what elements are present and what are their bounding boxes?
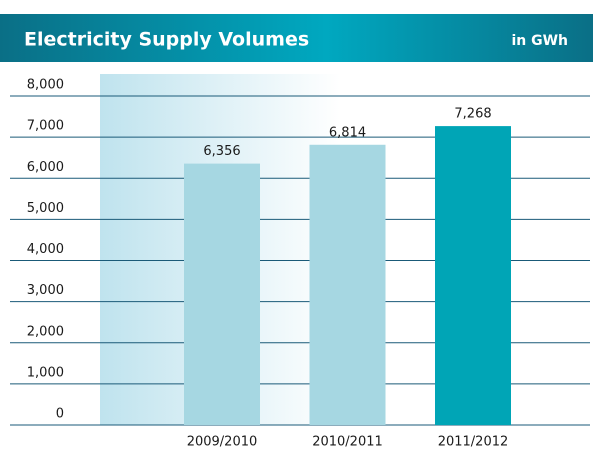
- y-tick-label: 3,000: [27, 283, 64, 298]
- unit-label: in GWh: [511, 33, 568, 49]
- y-tick-label: 4,000: [27, 242, 64, 257]
- y-tick-label: 6,000: [27, 160, 64, 175]
- y-tick-label: 8,000: [27, 78, 64, 93]
- y-tick-label: 2,000: [27, 324, 64, 339]
- chart-title: Electricity Supply Volumes: [24, 29, 309, 51]
- bar: [435, 126, 511, 425]
- x-tick-label: 2010/2011: [312, 435, 383, 450]
- y-tick-label: 7,000: [27, 119, 64, 134]
- bar: [184, 163, 260, 425]
- x-tick-label: 2009/2010: [187, 435, 258, 450]
- y-tick-label: 5,000: [27, 201, 64, 216]
- header-band: [0, 14, 593, 62]
- y-tick-label: 0: [56, 407, 64, 422]
- value-label: 6,814: [329, 125, 366, 140]
- x-tick-label: 2011/2012: [438, 435, 509, 450]
- value-label: 6,356: [203, 144, 240, 159]
- bar: [309, 144, 386, 426]
- y-tick-label: 1,000: [27, 365, 64, 380]
- value-label: 7,268: [454, 107, 491, 122]
